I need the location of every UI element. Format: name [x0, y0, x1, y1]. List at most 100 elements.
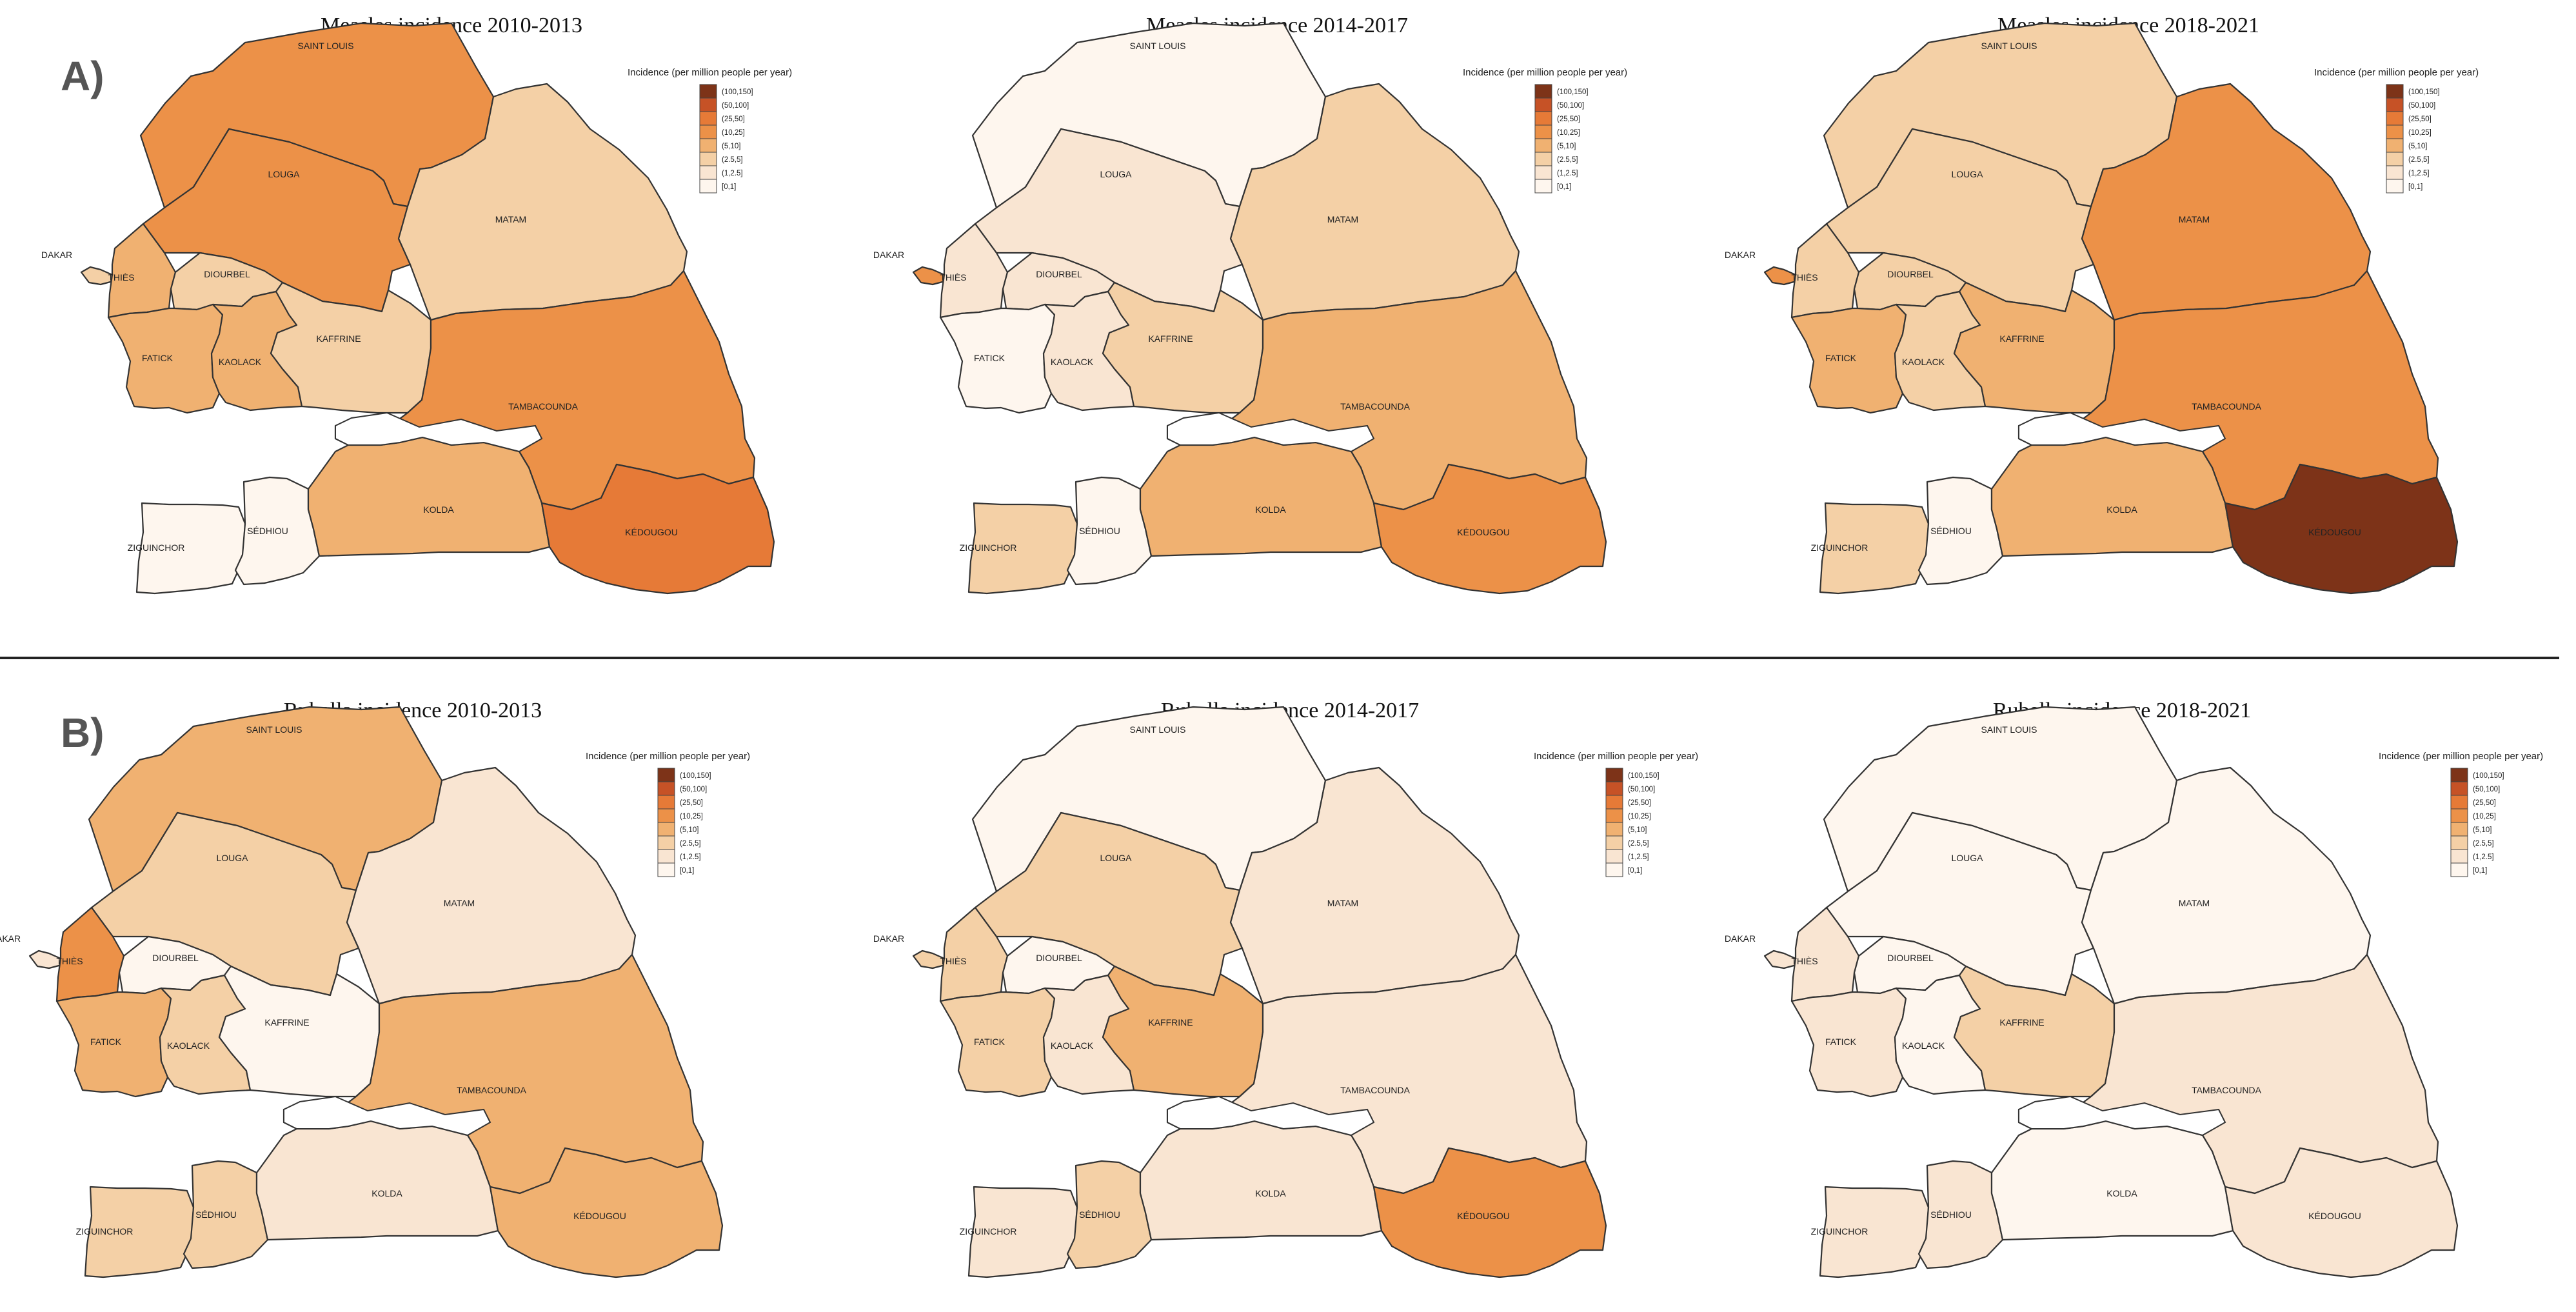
- legend-swatch: [1605, 862, 1623, 877]
- region-sedhiou: [1066, 1160, 1153, 1269]
- legend-swatch: [699, 97, 717, 112]
- region-kolda: [1990, 436, 2234, 557]
- region-label-thies: THIÈS: [940, 272, 966, 283]
- region-label-kaolack: KAOLACK: [167, 1040, 210, 1051]
- region-label-sedhiou: SÉDHIOU: [1930, 526, 1972, 536]
- legend: Incidence (per million people per year) (…: [1463, 67, 1627, 194]
- legend-swatch: [1605, 822, 1623, 837]
- region-sedhiou: [1917, 476, 2004, 586]
- region-label-tambacounda: TAMBACOUNDA: [1340, 401, 1411, 412]
- region-label-ziguinchor: ZIGUINCHOR: [960, 542, 1017, 553]
- region-label-ziguinchor: ZIGUINCHOR: [1811, 1226, 1868, 1237]
- region-label-diourbel: DIOURBEL: [1036, 269, 1082, 279]
- region-label-fatick: FATICK: [90, 1037, 122, 1047]
- region-label-dakar: DAKAR: [873, 250, 904, 260]
- legend-label: (10,25]: [680, 813, 703, 820]
- legend-label: (1,2.5]: [680, 853, 701, 861]
- panel-letter: A): [61, 53, 104, 99]
- region-label-ziguinchor: ZIGUINCHOR: [128, 542, 185, 553]
- legend-swatch: [657, 835, 675, 850]
- legend-label: (5,10]: [2473, 826, 2492, 834]
- region-kolda: [1990, 1120, 2234, 1241]
- region-label-kedougou: KÉDOUGOU: [1457, 1211, 1510, 1221]
- legend-swatch: [1534, 165, 1552, 180]
- legend-swatch: [1605, 795, 1623, 810]
- legend-swatch: [1605, 849, 1623, 864]
- region-label-kaolack: KAOLACK: [1902, 1040, 1945, 1051]
- region-label-thies: THIÈS: [56, 956, 83, 966]
- legend-swatch: [699, 138, 717, 153]
- legend-label: (2.5,5]: [2408, 156, 2430, 164]
- legend-swatch: [1534, 179, 1552, 194]
- region-label-saint-louis: SAINT LOUIS: [1130, 724, 1186, 735]
- region-label-tambacounda: TAMBACOUNDA: [457, 1085, 527, 1095]
- legend-label: (1,2.5]: [722, 170, 743, 177]
- map-shapes: SAINT LOUIS LOUGA MATAM DAKAR THIÈS DIOURBEL F…: [873, 706, 1607, 1278]
- region-label-sedhiou: SÉDHIOU: [195, 1209, 237, 1220]
- legend-swatch: [657, 822, 675, 837]
- region-label-kedougou: KÉDOUGOU: [2308, 527, 2361, 537]
- region-label-matam: MATAM: [444, 898, 475, 908]
- legend-label: (50,100]: [1557, 102, 1584, 110]
- legend-label: (100,150]: [2408, 88, 2440, 96]
- legend-swatch: [2450, 849, 2468, 864]
- region-label-kaffrine: KAFFRINE: [316, 333, 361, 344]
- legend-label: (2.5,5]: [1557, 156, 1578, 164]
- legend-label: (10,25]: [2408, 129, 2432, 137]
- legend-label: [0,1]: [2408, 183, 2422, 191]
- region-label-matam: MATAM: [1327, 214, 1358, 224]
- legend-swatch: [657, 795, 675, 810]
- legend-label: (1,2.5]: [2473, 853, 2494, 861]
- region-kolda: [1139, 1120, 1383, 1241]
- region-kedougou: [1372, 1147, 1607, 1278]
- legend-swatch: [1605, 781, 1623, 796]
- legend-label: (50,100]: [2473, 786, 2500, 793]
- legend-label: (100,150]: [722, 88, 753, 96]
- region-sedhiou: [234, 476, 321, 586]
- region-sedhiou: [1917, 1160, 2004, 1269]
- region-label-ziguinchor: ZIGUINCHOR: [76, 1226, 134, 1237]
- region-label-kaffrine: KAFFRINE: [264, 1017, 309, 1028]
- region-label-kaolack: KAOLACK: [1902, 357, 1945, 367]
- region-label-kolda: KOLDA: [1255, 1188, 1286, 1198]
- region-label-louga: LOUGA: [1951, 853, 1983, 863]
- region-label-kedougou: KÉDOUGOU: [2308, 1211, 2361, 1221]
- legend-label: (10,25]: [1557, 129, 1580, 137]
- region-label-tambacounda: TAMBACOUNDA: [2192, 401, 2262, 412]
- region-label-matam: MATAM: [2179, 898, 2210, 908]
- region-sedhiou: [1066, 476, 1153, 586]
- region-label-louga: LOUGA: [268, 169, 300, 179]
- region-label-kolda: KOLDA: [2106, 1188, 2137, 1198]
- region-kedougou: [540, 463, 775, 595]
- region-label-saint-louis: SAINT LOUIS: [1981, 41, 2037, 51]
- region-kedougou: [2224, 463, 2459, 595]
- legend-swatch: [2450, 835, 2468, 850]
- region-ziguinchor: [135, 502, 246, 595]
- legend-swatch: [2386, 97, 2404, 112]
- legend-title: Incidence (per million people per year): [1463, 67, 1627, 78]
- legend-swatch: [1605, 835, 1623, 850]
- region-label-diourbel: DIOURBEL: [1887, 953, 1934, 963]
- legend-swatch: [1534, 152, 1552, 166]
- region-label-kolda: KOLDA: [1255, 504, 1286, 515]
- map-shapes: SAINT LOUIS LOUGA MATAM DAKAR THIÈS DIOURBEL F…: [0, 706, 724, 1278]
- region-label-kaolack: KAOLACK: [1051, 1040, 1094, 1051]
- region-label-dakar: DAKAR: [1725, 933, 1756, 944]
- legend-title: Incidence (per million people per year): [2314, 67, 2479, 78]
- region-label-ziguinchor: ZIGUINCHOR: [1811, 542, 1868, 553]
- legend-label: (25,50]: [722, 115, 745, 123]
- legend-swatch: [699, 152, 717, 166]
- region-kaffrine: [1953, 965, 2115, 1098]
- legend-swatch: [1534, 138, 1552, 153]
- region-label-kaolack: KAOLACK: [1051, 357, 1094, 367]
- legend-label: (25,50]: [2473, 799, 2496, 807]
- region-label-fatick: FATICK: [1825, 353, 1857, 363]
- legend-swatch: [1605, 808, 1623, 823]
- legend: Incidence (per million people per year) (…: [628, 67, 792, 194]
- gambia-enclave: [1167, 1095, 1375, 1137]
